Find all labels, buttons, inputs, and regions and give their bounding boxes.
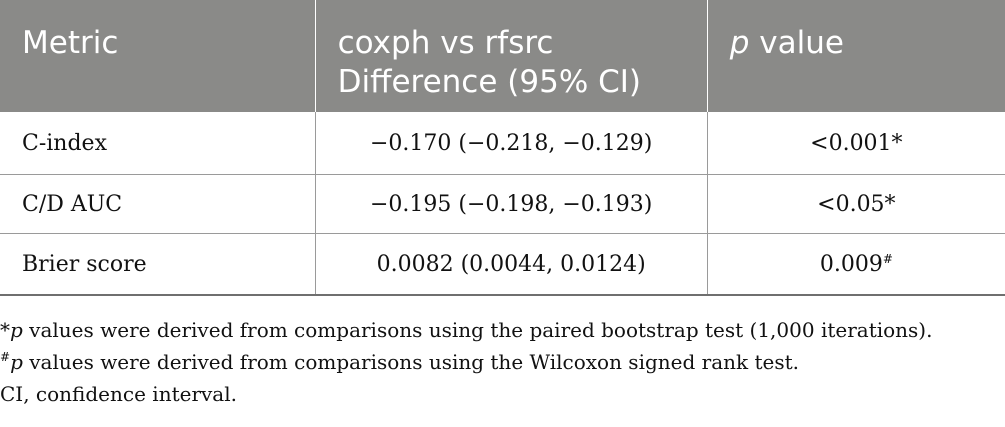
footnote-marker-hash: # [0,350,11,364]
cell-difference: −0.195 (−0.198, −0.193) [314,174,708,234]
cell-metric: C-index [0,112,316,175]
footnote-abbreviation: CI, confidence interval. [0,382,237,406]
header-difference-line1: coxph vs rfsrc [337,25,554,61]
cell-pvalue-text: <0.001* [810,130,903,156]
cell-pvalue: 0.009# [706,233,1005,296]
footnote-text: values were derived from comparisons usi… [22,350,800,374]
header-difference: coxph vs rfsrc Difference (95% CI) [314,0,708,112]
cell-difference: 0.0082 (0.0044, 0.0124) [314,233,708,296]
footnote-text: values were derived from comparisons usi… [22,318,933,342]
footnote-p-italic: p [10,350,23,374]
header-pvalue-rest: value [749,25,844,61]
header-pvalue: p value [706,0,1005,112]
footnote-bootstrap: *p values were derived from comparisons … [0,314,932,346]
results-table: Metric coxph vs rfsrc Difference (95% CI… [0,0,1005,296]
footnote-p-italic: p [10,318,23,342]
cell-pvalue: <0.05* [706,174,1005,234]
cell-pvalue: <0.001* [706,112,1005,175]
cell-metric: C/D AUC [0,174,316,234]
cell-pvalue-text: 0.009 [819,251,883,277]
table-header-row: Metric coxph vs rfsrc Difference (95% CI… [0,0,1005,112]
cell-difference: −0.170 (−0.218, −0.129) [314,112,708,175]
footnote-marker-asterisk: * [0,318,10,342]
header-pvalue-italic: p [729,25,750,61]
table-footnotes: *p values were derived from comparisons … [0,314,932,410]
table-row: C-index −0.170 (−0.218, −0.129) <0.001* [0,112,1005,175]
table-row: Brier score 0.0082 (0.0044, 0.0124) 0.00… [0,233,1005,296]
footnote-wilcoxon: #p values were derived from comparisons … [0,346,932,378]
cell-metric: Brier score [0,233,316,296]
cell-pvalue-text: <0.05* [817,191,896,217]
header-difference-line2: Difference (95% CI) [337,64,642,100]
header-metric: Metric [22,25,119,61]
table-row: C/D AUC −0.195 (−0.198, −0.193) <0.05* [0,174,1005,234]
cell-pvalue-sup: # [882,251,893,266]
